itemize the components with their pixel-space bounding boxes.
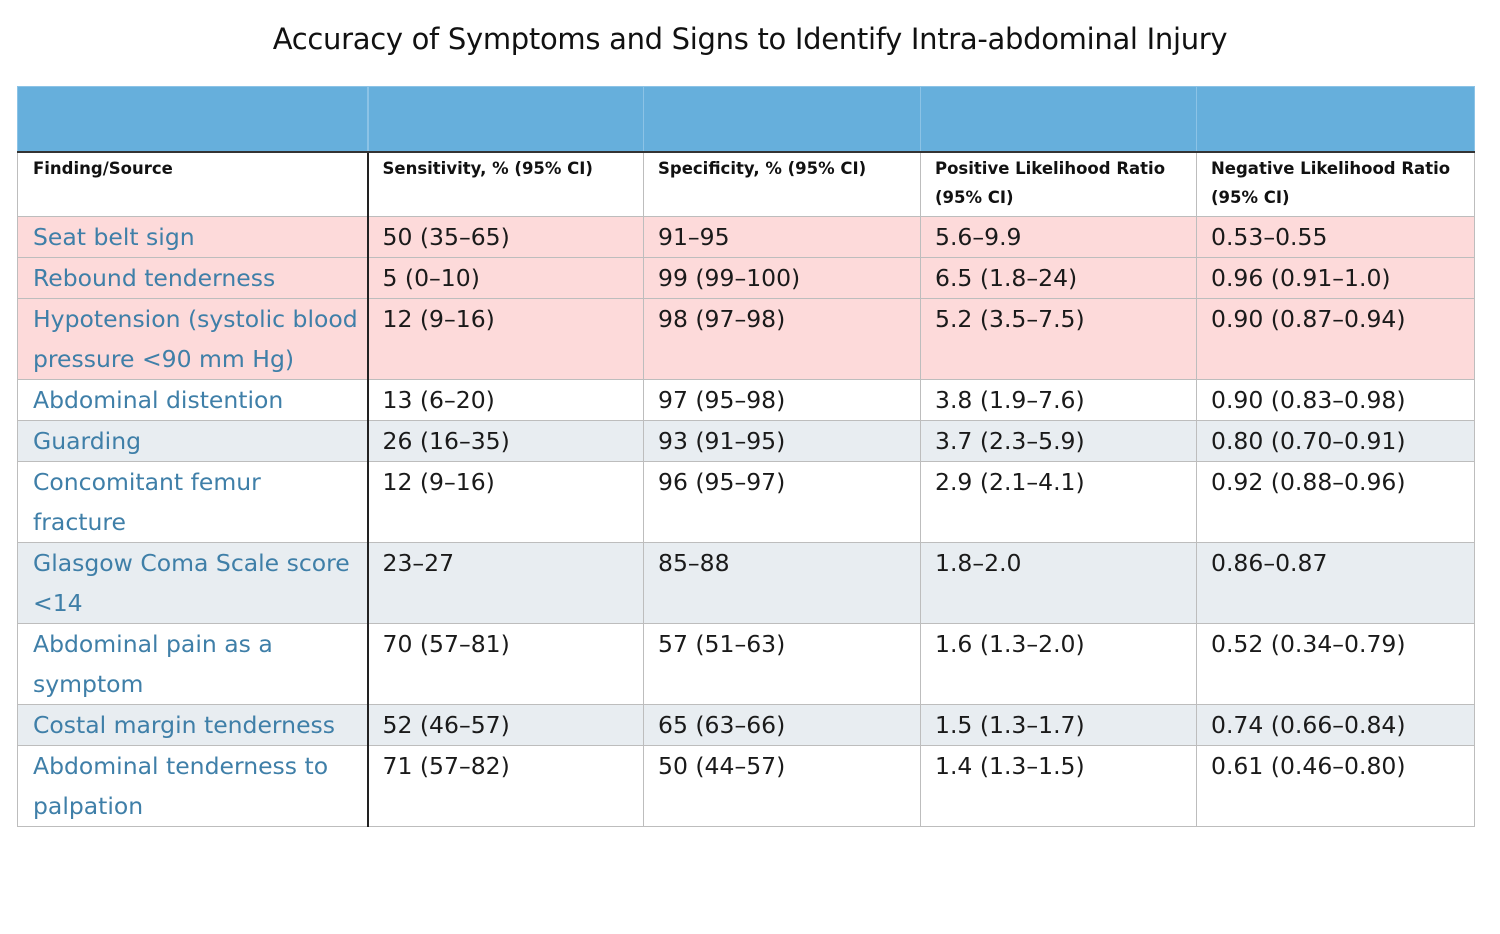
negative-lr-cell: 0.80 (0.70–0.91) — [1196, 420, 1475, 462]
header-band-cell — [1196, 86, 1475, 153]
negative-lr-cell: 0.92 (0.88–0.96) — [1196, 461, 1475, 543]
finding-cell: Hypotension (systolic blood pressure <90… — [17, 298, 369, 380]
column-header-negative-lr: Negative Likelihood Ratio (95% CI) — [1196, 151, 1475, 217]
specificity-cell: 93 (91–95) — [643, 420, 921, 462]
finding-cell: Abdominal pain as a symptom — [17, 623, 369, 705]
column-header-positive-lr: Positive Likelihood Ratio (95% CI) — [920, 151, 1197, 217]
sensitivity-cell: 13 (6–20) — [367, 379, 644, 421]
table-row: Abdominal pain as a symptom 70 (57–81) 57 … — [17, 623, 1475, 705]
positive-lr-cell: 5.6–9.9 — [920, 216, 1197, 258]
negative-lr-cell: 0.52 (0.34–0.79) — [1196, 623, 1475, 705]
column-header-row: Finding/Source Sensitivity, % (95% CI) S… — [17, 151, 1475, 217]
sensitivity-cell: 70 (57–81) — [367, 623, 644, 705]
accuracy-table: Finding/Source Sensitivity, % (95% CI) S… — [17, 86, 1475, 827]
header-band-cell — [367, 86, 644, 153]
sensitivity-cell: 26 (16–35) — [367, 420, 644, 462]
finding-cell: Seat belt sign — [17, 216, 369, 258]
header-band — [17, 86, 1475, 153]
sensitivity-cell: 12 (9–16) — [367, 298, 644, 380]
page-title: Accuracy of Symptoms and Signs to Identi… — [272, 22, 1228, 56]
table-body: Seat belt sign 50 (35–65) 91–95 5.6–9.9 0.53… — [17, 216, 1475, 827]
finding-cell: Abdominal distention — [17, 379, 369, 421]
positive-lr-cell: 2.9 (2.1–4.1) — [920, 461, 1197, 543]
table-row: Abdominal distention 13 (6–20) 97 (95–98) 3… — [17, 379, 1475, 421]
table-row: Seat belt sign 50 (35–65) 91–95 5.6–9.9 0.53… — [17, 216, 1475, 258]
negative-lr-cell: 0.90 (0.87–0.94) — [1196, 298, 1475, 380]
specificity-cell: 98 (97–98) — [643, 298, 921, 380]
positive-lr-cell: 6.5 (1.8–24) — [920, 257, 1197, 299]
finding-cell: Guarding — [17, 420, 369, 462]
finding-cell: Rebound tenderness — [17, 257, 369, 299]
column-header-finding: Finding/Source — [17, 151, 369, 217]
sensitivity-cell: 71 (57–82) — [367, 745, 644, 827]
column-header-specificity: Specificity, % (95% CI) — [643, 151, 921, 217]
negative-lr-cell: 0.90 (0.83–0.98) — [1196, 379, 1475, 421]
table-row: Guarding 26 (16–35) 93 (91–95) 3.7 (2.3–5.9… — [17, 420, 1475, 462]
specificity-cell: 91–95 — [643, 216, 921, 258]
sensitivity-cell: 50 (35–65) — [367, 216, 644, 258]
specificity-cell: 97 (95–98) — [643, 379, 921, 421]
table-row: Glasgow Coma Scale score <14 23–27 85–88 1.… — [17, 542, 1475, 624]
sensitivity-cell: 52 (46–57) — [367, 704, 644, 746]
specificity-cell: 65 (63–66) — [643, 704, 921, 746]
negative-lr-cell: 0.74 (0.66–0.84) — [1196, 704, 1475, 746]
specificity-cell: 50 (44–57) — [643, 745, 921, 827]
finding-cell: Costal margin tenderness — [17, 704, 369, 746]
specificity-cell: 99 (99–100) — [643, 257, 921, 299]
header-band-cell — [643, 86, 921, 153]
table-row: Costal margin tenderness 52 (46–57) 65 (63… — [17, 704, 1475, 746]
sensitivity-cell: 5 (0–10) — [367, 257, 644, 299]
positive-lr-cell: 1.4 (1.3–1.5) — [920, 745, 1197, 827]
negative-lr-cell: 0.61 (0.46–0.80) — [1196, 745, 1475, 827]
positive-lr-cell: 5.2 (3.5–7.5) — [920, 298, 1197, 380]
finding-cell: Concomitant femur fracture — [17, 461, 369, 543]
header-band-cell — [17, 86, 369, 153]
negative-lr-cell: 0.86–0.87 — [1196, 542, 1475, 624]
table-row: Abdominal tenderness to palpation 71 (57–… — [17, 745, 1475, 827]
positive-lr-cell: 1.5 (1.3–1.7) — [920, 704, 1197, 746]
table-row: Rebound tenderness 5 (0–10) 99 (99–100) 6.5… — [17, 257, 1475, 299]
table-row: Concomitant femur fracture 12 (9–16) 96 (9… — [17, 461, 1475, 543]
finding-cell: Abdominal tenderness to palpation — [17, 745, 369, 827]
sensitivity-cell: 23–27 — [367, 542, 644, 624]
positive-lr-cell: 3.8 (1.9–7.6) — [920, 379, 1197, 421]
positive-lr-cell: 3.7 (2.3–5.9) — [920, 420, 1197, 462]
negative-lr-cell: 0.96 (0.91–1.0) — [1196, 257, 1475, 299]
positive-lr-cell: 1.8–2.0 — [920, 542, 1197, 624]
specificity-cell: 57 (51–63) — [643, 623, 921, 705]
header-band-cell — [920, 86, 1197, 153]
negative-lr-cell: 0.53–0.55 — [1196, 216, 1475, 258]
sensitivity-cell: 12 (9–16) — [367, 461, 644, 543]
table-row: Hypotension (systolic blood pressure <90… — [17, 298, 1475, 380]
column-header-sensitivity: Sensitivity, % (95% CI) — [367, 151, 644, 217]
specificity-cell: 85–88 — [643, 542, 921, 624]
specificity-cell: 96 (95–97) — [643, 461, 921, 543]
positive-lr-cell: 1.6 (1.3–2.0) — [920, 623, 1197, 705]
finding-cell: Glasgow Coma Scale score <14 — [17, 542, 369, 624]
